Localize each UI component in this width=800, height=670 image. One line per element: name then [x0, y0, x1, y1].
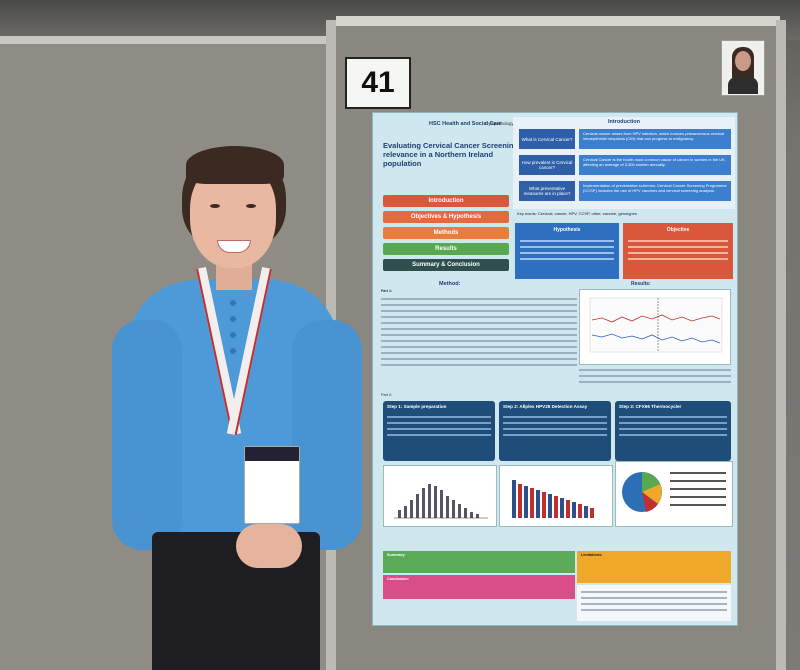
poster-title: Evaluating Cervical Cancer Screening rel… [383, 141, 519, 168]
intro-answer: Cervical Cancer is the fourth most commo… [579, 155, 731, 175]
step-3-title: Step 3: CFX96 Thermocycler [619, 404, 682, 409]
methods-heading: Method: [439, 281, 461, 287]
board-number-card: 41 [345, 57, 411, 109]
summary-label: Summary: [387, 553, 406, 557]
results-heading: Results: [631, 281, 651, 287]
summary-box: Summary: [383, 551, 575, 573]
conclusion-box: Conclusion: [383, 575, 575, 599]
part1-label: Part 1: [381, 289, 393, 293]
bar-chart-distribution [383, 465, 497, 527]
research-poster: HSC Health and Social Care Cytopathology… [372, 112, 738, 626]
poster-tag: Cytopathology 41 [485, 121, 521, 126]
hypothesis-title: Hypothesis [553, 227, 581, 233]
name-badge [244, 446, 300, 524]
line-chart-graphic [589, 297, 723, 353]
limitations-label: Limitations: [581, 553, 603, 557]
poster-header: HSC Health and Social Care Cytopathology… [377, 117, 523, 177]
menu-introduction: Introduction [383, 195, 509, 207]
pie-chart-graphic [622, 472, 726, 512]
hair-top [186, 146, 284, 184]
sweater-button [230, 332, 236, 338]
methods-text: Part 1: [381, 289, 577, 393]
step-1-box: Step 1: Sample preparation [383, 401, 495, 461]
board-frame-right [336, 16, 780, 26]
menu-objectives: Objectives & Hypothesis [383, 211, 509, 223]
board-pole-right [776, 20, 786, 670]
board-frame-left [0, 36, 336, 44]
hypothesis-box: Hypothesis [515, 223, 619, 279]
sweater-button [230, 300, 236, 306]
bar-chart-other-graphic [512, 480, 594, 518]
step-1-title: Step 1: Sample preparation [387, 404, 447, 409]
conclusion-label: Conclusion: [387, 577, 409, 581]
left-arm [112, 320, 182, 550]
bar-chart-other-genotypes [499, 465, 613, 527]
figure-1-caption [579, 365, 731, 387]
references-box [577, 585, 731, 621]
poster-logo: HSC Health and Social Care [429, 121, 502, 127]
poster-authors [381, 169, 521, 193]
incidence-line-chart [579, 289, 731, 365]
intro-answer: Cervical cancer arises from HPV infectio… [579, 129, 731, 149]
bar-chart-graphic [394, 484, 488, 519]
step-2-box: Step 2: Allplex HPV28 Detection Assay [499, 401, 611, 461]
right-arm [292, 320, 362, 550]
right-eye [246, 204, 256, 208]
intro-question: What is Cervical Cancer? [519, 129, 575, 149]
presenter-photo [721, 40, 765, 96]
menu-results: Results [383, 243, 509, 255]
intro-heading: Introduction [607, 119, 641, 125]
menu-summary: Summary & Conclusion [383, 259, 509, 271]
clasped-hands [236, 524, 302, 568]
intro-question: What preventative measures are in place? [519, 181, 575, 201]
left-eye [210, 204, 220, 208]
objective-title: Objective [666, 227, 690, 233]
pie-chart-genotypes [615, 461, 733, 527]
sweater-button [230, 348, 236, 354]
limitations-box: Limitations: [577, 551, 731, 583]
sweater-button [230, 316, 236, 322]
objective-box: Objective [623, 223, 733, 279]
presenter-person [104, 140, 364, 670]
part2-label: Part 2: [381, 393, 393, 397]
keywords: Key words: Cervical, cancer, HPV, CCSP, … [517, 211, 637, 216]
intro-answer: Implementation of preventative schemes: … [579, 181, 731, 201]
intro-question: How prevalent is Cervical cancer? [519, 155, 575, 175]
menu-methods: Methods [383, 227, 509, 239]
intro-section: Introduction What is Cervical Cancer? Ce… [513, 117, 735, 209]
badge-band [245, 447, 299, 461]
step-3-box: Step 3: CFX96 Thermocycler [615, 401, 731, 461]
step-2-title: Step 2: Allplex HPV28 Detection Assay [503, 404, 588, 409]
